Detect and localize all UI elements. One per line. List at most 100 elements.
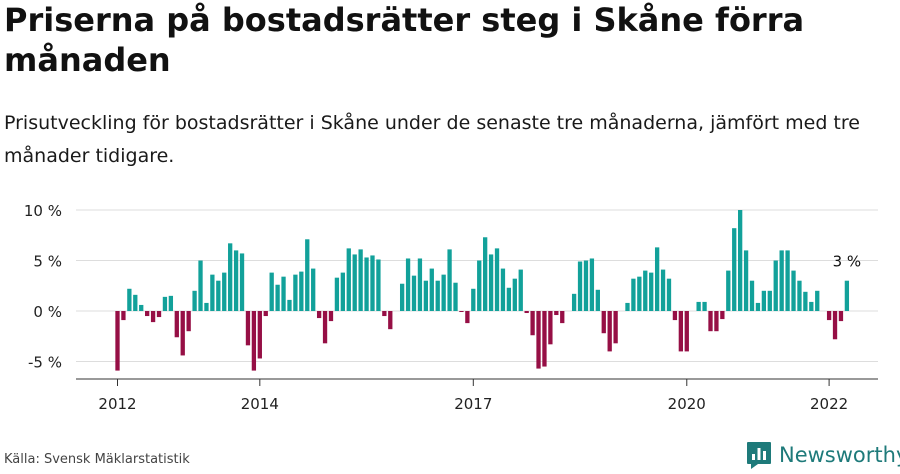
bar (305, 239, 310, 311)
bar (465, 311, 470, 324)
bar (233, 250, 239, 311)
bar (785, 250, 790, 311)
bar (660, 269, 666, 311)
x-tick-label: 2012 (98, 395, 136, 413)
bar (666, 278, 672, 311)
bar (222, 272, 227, 311)
brand-name: Newsworthy (779, 443, 900, 467)
bar (435, 280, 440, 311)
bar (174, 311, 179, 338)
bar (346, 248, 351, 311)
chart-title: Priserna på bostadsrätter steg i Skåne f… (4, 1, 805, 79)
bar (204, 302, 209, 311)
bar (263, 311, 268, 317)
bar (228, 243, 233, 311)
last-value-label: 3 % (833, 253, 862, 271)
bar (500, 268, 506, 311)
bar (364, 257, 369, 311)
bar (186, 311, 191, 332)
bar (809, 301, 814, 311)
bar (506, 287, 512, 311)
bar (607, 311, 612, 352)
bar (678, 311, 683, 352)
bar (726, 270, 731, 311)
bar (494, 248, 500, 311)
bar (311, 268, 316, 311)
bar (512, 278, 517, 311)
bar (524, 311, 529, 314)
bar (334, 277, 340, 311)
bar (577, 261, 583, 311)
bar (156, 311, 162, 318)
bar (257, 311, 262, 359)
x-tick-label: 2020 (668, 395, 706, 413)
bar (162, 296, 168, 311)
bar (773, 260, 778, 311)
bar (150, 311, 156, 323)
bar (316, 311, 322, 319)
bar (370, 255, 375, 311)
bar-chart: -5 % 0 % 5 % 10 % 2012 2014 2017 2020 2022 3 % (24, 202, 878, 413)
bar (684, 311, 689, 352)
bar (548, 311, 553, 345)
bar (542, 311, 547, 367)
bar (269, 272, 274, 311)
bar (749, 280, 755, 311)
bar (429, 268, 434, 311)
bar (340, 272, 345, 311)
bar (471, 288, 476, 311)
y-tick-label: 0 % (33, 303, 62, 321)
bar (127, 288, 132, 311)
bar (281, 276, 286, 311)
x-tick-label: 2022 (810, 395, 848, 413)
bar (115, 311, 120, 371)
bar (405, 258, 411, 311)
bar (702, 301, 707, 311)
bar (643, 270, 648, 311)
bar (328, 311, 334, 322)
bar (536, 311, 541, 369)
y-tick-label: 10 % (24, 202, 62, 220)
bar (423, 280, 429, 311)
x-tick-label: 2017 (454, 395, 492, 413)
bar (779, 250, 784, 311)
bar (293, 274, 298, 311)
bar (803, 291, 808, 311)
newsworthy-logo: Newsworthy (745, 440, 900, 470)
bar (483, 237, 488, 311)
bar (732, 228, 737, 311)
bar (595, 289, 600, 311)
bar (571, 293, 577, 311)
bar (287, 299, 292, 311)
bar (554, 311, 559, 316)
source-note: Källa: Svensk Mäklarstatistik (4, 452, 190, 467)
bar (145, 311, 150, 317)
bar (358, 249, 363, 311)
bar (838, 311, 844, 322)
bar (447, 249, 452, 311)
y-tick-label: -5 % (28, 354, 62, 372)
bar (417, 258, 423, 311)
bar (530, 311, 535, 336)
bar (613, 311, 618, 344)
bar (761, 290, 767, 311)
bar (459, 311, 464, 313)
bar (168, 295, 174, 311)
bar (411, 275, 417, 311)
x-tick-label: 2014 (241, 395, 279, 413)
bar (453, 282, 458, 311)
bar (755, 302, 761, 311)
bar (654, 247, 660, 311)
bar (708, 311, 713, 332)
bar (583, 260, 589, 311)
bar (399, 283, 405, 311)
newsworthy-icon (747, 442, 771, 469)
bar (637, 276, 642, 311)
bar (441, 274, 446, 311)
bar (560, 311, 565, 324)
bar (720, 311, 725, 320)
bar (589, 258, 595, 311)
bar (672, 311, 678, 321)
bar (275, 284, 280, 311)
bar (245, 311, 251, 346)
